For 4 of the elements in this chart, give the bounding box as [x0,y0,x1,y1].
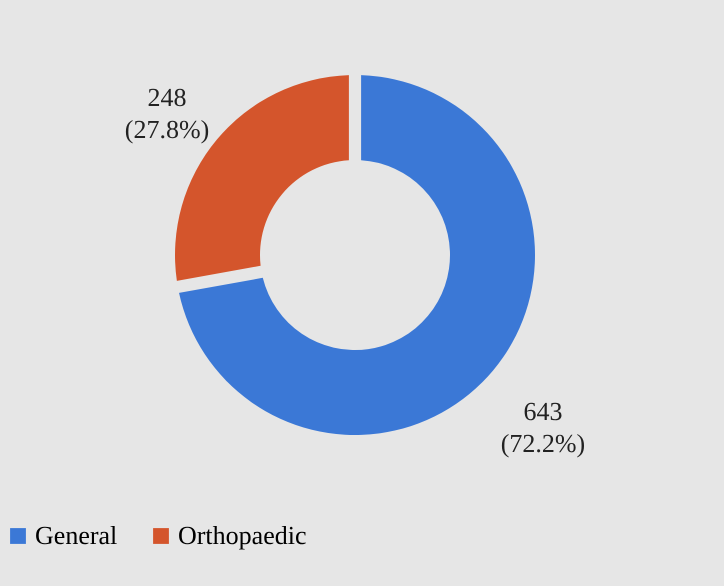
legend-label: General [35,521,118,550]
data-label: 643 (72.2%) [500,397,586,458]
data-label: 248 (27.8%) [124,82,210,144]
legend-label: Orthopaedic [178,521,307,550]
